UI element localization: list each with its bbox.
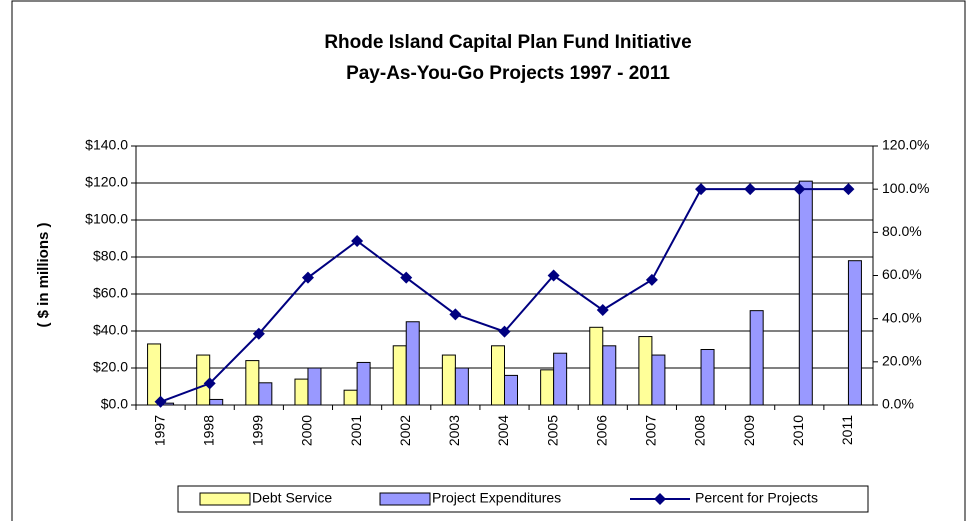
x-tick-label: 2005 — [544, 415, 560, 446]
marker — [744, 183, 757, 196]
marker — [203, 377, 216, 390]
bar — [847, 260, 862, 406]
bar — [540, 369, 555, 406]
y-axis-title: ( $ in millions ) — [35, 222, 52, 327]
bar — [638, 336, 653, 406]
x-tick-label: 2010 — [790, 415, 806, 446]
marker — [695, 183, 708, 196]
x-tick-label: 2009 — [741, 415, 757, 446]
y-tick-label: $40.0 — [93, 322, 128, 338]
marker — [842, 183, 855, 196]
y2-tick-label: 20.0% — [882, 353, 922, 369]
bar — [749, 310, 764, 406]
y2-tick-label: 40.0% — [882, 309, 922, 325]
x-tick-label: 2001 — [348, 415, 364, 446]
legend-swatch — [379, 492, 431, 506]
x-tick-label: 1997 — [151, 415, 167, 446]
x-tick-label: 2007 — [643, 415, 659, 446]
y-tick-label: $100.0 — [85, 211, 128, 227]
bar — [258, 382, 273, 406]
y-tick-label: $140.0 — [85, 137, 128, 153]
legend-swatch — [199, 492, 251, 506]
y2-tick-label: 120.0% — [882, 137, 929, 153]
chart-subtitle: Pay-As-You-Go Projects 1997 - 2011 — [346, 63, 670, 84]
x-tick-label: 2008 — [692, 415, 708, 446]
marker — [793, 183, 806, 196]
y2-tick-label: 60.0% — [882, 266, 922, 282]
bar — [307, 367, 322, 406]
y-tick-label: $60.0 — [93, 285, 128, 301]
chart-title: Rhode Island Capital Plan Fund Initiativ… — [324, 32, 691, 53]
bar — [553, 352, 568, 406]
x-tick-label: 1998 — [200, 415, 216, 446]
x-tick-label: 2002 — [397, 415, 413, 446]
bar — [209, 398, 224, 406]
bar — [392, 345, 407, 406]
bar — [441, 354, 456, 406]
x-tick-label: 2000 — [299, 415, 315, 446]
y2-tick-label: 100.0% — [882, 180, 929, 196]
bar — [491, 345, 505, 406]
marker — [596, 304, 609, 317]
bar — [700, 349, 715, 406]
bar — [343, 389, 358, 406]
bar — [589, 326, 604, 406]
x-tick-label: 2003 — [446, 415, 462, 446]
legend-label: Debt Service — [252, 490, 332, 506]
bar — [602, 345, 617, 406]
bar — [356, 361, 371, 406]
y2-tick-label: 0.0% — [882, 396, 914, 412]
y-tick-label: $20.0 — [93, 359, 128, 375]
bar — [147, 343, 162, 406]
x-tick-label: 2006 — [593, 415, 609, 446]
bar — [504, 374, 518, 406]
x-tick-label: 2004 — [495, 415, 511, 446]
bar — [454, 367, 469, 406]
marker — [645, 273, 658, 286]
bar — [798, 180, 813, 406]
bar — [651, 354, 666, 406]
x-tick-label: 1999 — [250, 415, 266, 446]
marker — [252, 327, 265, 340]
bar — [245, 360, 260, 406]
marker — [498, 325, 511, 338]
legend — [177, 485, 869, 513]
y-tick-label: $80.0 — [93, 248, 128, 264]
y2-tick-label: 80.0% — [882, 223, 922, 239]
marker — [154, 395, 167, 408]
legend-label: Project Expenditures — [432, 490, 561, 506]
marker — [351, 234, 364, 247]
legend-label: Percent for Projects — [695, 490, 818, 506]
marker — [301, 271, 314, 284]
x-tick-label: 2011 — [839, 415, 855, 445]
legend-marker — [654, 493, 666, 505]
marker — [449, 308, 462, 321]
bar — [294, 378, 309, 406]
bar — [405, 321, 420, 406]
marker — [547, 269, 560, 282]
y-tick-label: $0.0 — [101, 396, 128, 412]
marker — [400, 271, 413, 284]
y-tick-label: $120.0 — [85, 174, 128, 190]
